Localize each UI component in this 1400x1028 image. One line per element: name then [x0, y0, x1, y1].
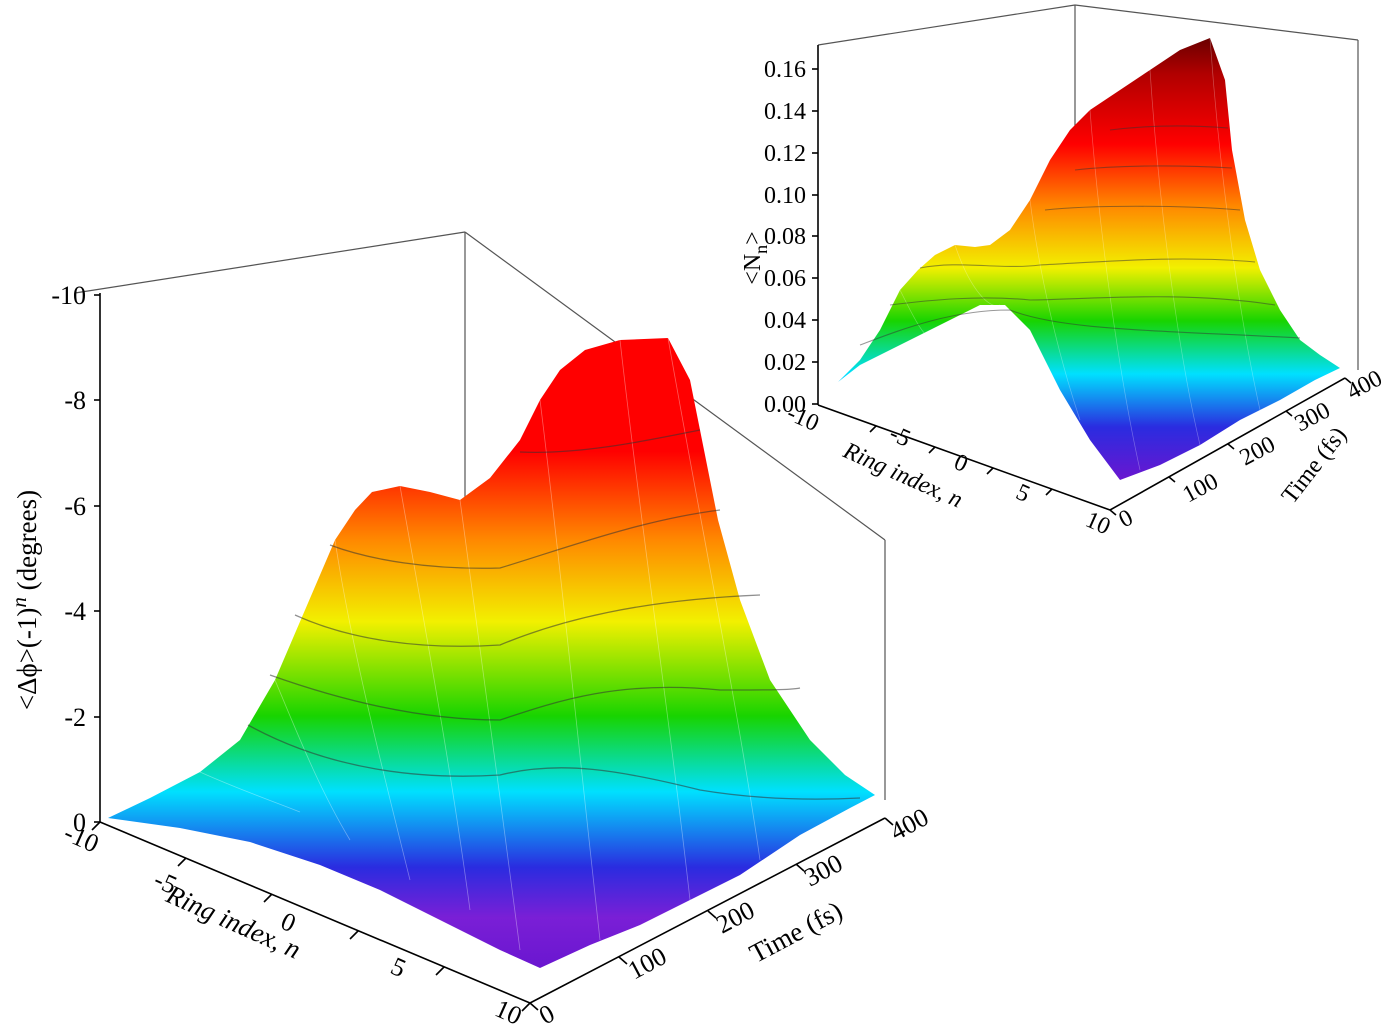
z-tick-label: 0.06: [764, 266, 806, 292]
surface-mesh-population: [899, 37, 1261, 471]
z-tick-label: 0.12: [764, 141, 806, 167]
z-tick-label: 0.16: [764, 57, 806, 83]
surface-mesh-phase: [199, 337, 761, 951]
contour-lines-phase: [247, 429, 861, 800]
z-tick-label: -8: [64, 386, 86, 415]
y-axis-label-phase: Time (fs): [744, 895, 847, 969]
z-tick-label: 0.08: [764, 224, 806, 250]
x-tick-label: 5: [1012, 479, 1034, 508]
x-tick-label: 10: [1082, 507, 1115, 541]
y-axis-label-population: Time (fs): [1277, 423, 1352, 509]
y-tick-label: 400: [885, 802, 933, 846]
z-tick-label: 0.10: [764, 183, 806, 209]
x-axis: [99, 821, 531, 1004]
x-axis: [817, 404, 1111, 511]
surface-population: [838, 38, 1340, 480]
x-tick-label: -10: [60, 818, 103, 859]
z-axis-label-population: <Nn>: [740, 231, 771, 284]
z-tick-label: 0.04: [764, 308, 806, 334]
y-axis: [1109, 377, 1346, 511]
z-tick-label: 0: [73, 808, 86, 837]
z-tick-label: -4: [64, 597, 86, 626]
z-tick-label: -10: [51, 281, 86, 310]
z-tick-label: -2: [64, 703, 86, 732]
y-tick-label: 0: [534, 999, 559, 1028]
z-tick-label: 0.00: [764, 392, 806, 418]
z-axis-label-phase: <Δϕ>(-1)n (degrees): [7, 490, 42, 710]
x-tick-label: 5: [387, 951, 411, 983]
x-ticks-population: -10 -5 0 5 10: [783, 400, 1114, 540]
z-tick-label: -6: [64, 492, 86, 521]
y-tick-label: 400: [1343, 365, 1387, 405]
x-tick-label: -5: [885, 421, 914, 453]
y-axis: [529, 817, 886, 1004]
y-tick-label: 200: [711, 895, 759, 939]
y-tick-label: 300: [799, 848, 847, 892]
y-tick-label: 200: [1236, 431, 1280, 471]
z-tick-label: 0.02: [764, 350, 806, 376]
y-tick-label: 100: [623, 941, 671, 985]
surface-phase: [108, 338, 875, 968]
z-tick-label: 0.14: [764, 99, 806, 125]
y-tick-label: 0: [1115, 505, 1138, 534]
y-tick-label: 100: [1179, 468, 1223, 508]
chart-panel-population: 0.00 0.02 0.04 0.06 0.08 0.10 0.12 0.14 …: [740, 4, 1387, 540]
z-ticks-phase: 0 -2 -4 -6 -8 -10: [51, 281, 100, 837]
z-ticks-population: 0.00 0.02 0.04 0.06 0.08 0.10 0.12 0.14 …: [764, 57, 818, 418]
contour-lines-population: [859, 125, 1301, 346]
